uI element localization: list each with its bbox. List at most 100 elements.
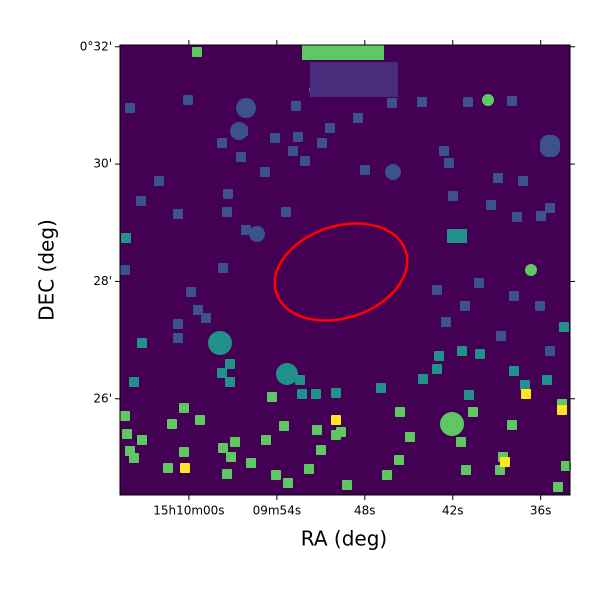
segment [493, 173, 503, 183]
segment [260, 167, 270, 177]
segment [192, 47, 202, 57]
segment [444, 158, 454, 168]
segment [417, 97, 427, 107]
segment [439, 146, 449, 156]
segment [509, 291, 519, 301]
segment [317, 138, 327, 148]
segment [456, 437, 466, 447]
segment [507, 420, 517, 430]
segment [553, 482, 563, 492]
segment [276, 363, 298, 385]
segment [223, 189, 233, 199]
segment [475, 349, 485, 359]
segment [267, 392, 277, 402]
segment [246, 458, 256, 468]
segment [535, 301, 545, 311]
segment [557, 405, 567, 415]
segment [120, 411, 130, 421]
segment [342, 480, 352, 490]
segment [283, 478, 293, 488]
segment [120, 265, 130, 275]
segment [129, 453, 139, 463]
segment [217, 138, 227, 148]
segment [225, 377, 235, 387]
segment [559, 322, 569, 332]
x-tick-label: 09m54s [253, 504, 301, 518]
segment [512, 212, 522, 222]
segment [218, 443, 228, 453]
segment [304, 464, 314, 474]
segment [125, 103, 135, 113]
segment [545, 203, 555, 213]
segment [331, 415, 341, 425]
segment [561, 461, 571, 471]
segment [311, 389, 321, 399]
x-tick-label: 48s [354, 504, 376, 518]
plot-frame [119, 44, 571, 496]
segment [496, 331, 506, 341]
segment [281, 207, 291, 217]
segment [121, 233, 131, 243]
segment [495, 465, 505, 475]
segment [542, 375, 552, 385]
segment [316, 445, 326, 455]
segment [236, 152, 246, 162]
segment [460, 301, 470, 311]
segment [295, 375, 305, 385]
segment [222, 207, 232, 217]
segment [279, 421, 289, 431]
segment [195, 415, 205, 425]
segment [432, 285, 442, 295]
segment [325, 123, 335, 133]
segment [336, 427, 346, 437]
segment [230, 122, 248, 140]
y-axis-label: DEC (deg) [35, 219, 59, 321]
segment [302, 45, 384, 60]
segment [312, 425, 322, 435]
segment [300, 156, 310, 166]
segment [461, 465, 471, 475]
segment [154, 176, 164, 186]
segment [173, 319, 183, 329]
segment [236, 98, 256, 118]
segment [261, 435, 271, 445]
segment [500, 457, 510, 467]
segment [179, 447, 189, 457]
segment [270, 133, 280, 143]
segment [225, 359, 235, 369]
segment [218, 263, 228, 273]
segment [432, 364, 442, 374]
y-tick-label: 30' [93, 157, 112, 171]
segment [137, 435, 147, 445]
segment [385, 164, 401, 180]
y-tick-label: 26' [93, 391, 112, 405]
segment [440, 412, 464, 436]
aperture-ellipse [273, 222, 409, 322]
y-tick-label: 0°32' [80, 39, 112, 53]
segment [507, 96, 517, 106]
segment [509, 366, 519, 376]
segment [222, 469, 232, 479]
segment [448, 191, 458, 201]
segment [360, 165, 370, 175]
segment [387, 98, 397, 108]
segment [136, 196, 146, 206]
segment [434, 351, 444, 361]
segment [457, 346, 467, 356]
segment [486, 200, 496, 210]
segment [525, 264, 537, 276]
segment [518, 176, 528, 186]
segment [353, 113, 363, 123]
segment [520, 380, 530, 390]
segment [163, 463, 173, 473]
segment [540, 135, 560, 157]
segment [405, 432, 415, 442]
x-tick-label: 15h10m00s [153, 504, 224, 518]
segments [120, 45, 571, 492]
segment [288, 146, 298, 156]
segment [230, 437, 240, 447]
segment [468, 407, 478, 417]
segment [418, 374, 428, 384]
x-tick-label: 42s [442, 504, 464, 518]
